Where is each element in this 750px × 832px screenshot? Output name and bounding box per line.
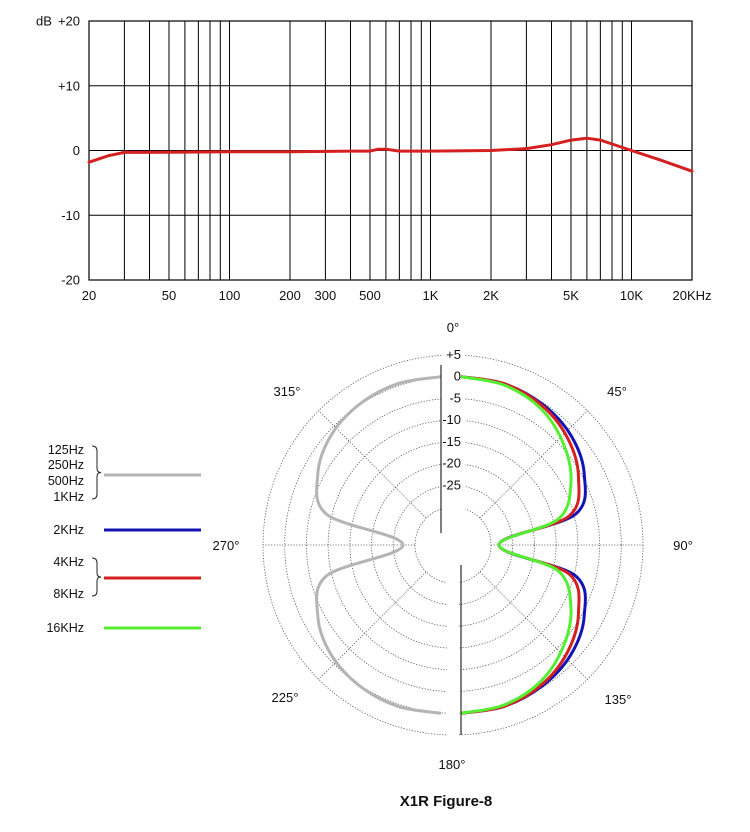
polar-spoke	[479, 410, 588, 519]
y-tick-label: 0	[73, 143, 80, 158]
angle-label: 180°	[439, 757, 466, 772]
r-tick-label: +5	[446, 347, 461, 362]
legend-label: 8KHz	[53, 587, 84, 601]
legend-label: 500Hz	[48, 474, 84, 488]
polar-curve	[460, 375, 573, 715]
frequency-response-chart: +20 +10 0 -10 -20 dB 20 50 100 200 300 500 1K 2K 5K 10K…	[36, 14, 712, 304]
r-tick-label: -15	[442, 434, 461, 449]
x-tick-label: 500	[359, 288, 381, 303]
chart-title: X1R Figure-8	[400, 793, 493, 810]
legend-brace	[91, 557, 102, 597]
response-curve	[87, 136, 694, 173]
plot-frame	[88, 20, 693, 281]
legend-label: 2KHz	[53, 523, 84, 537]
legend-label: 4KHz	[53, 555, 84, 569]
r-tick-label: -10	[442, 412, 461, 427]
legend-label: 250Hz	[48, 458, 84, 472]
polar-spoke	[479, 571, 588, 680]
angle-label: 0°	[447, 320, 459, 335]
y-tick-label: +10	[58, 78, 80, 93]
x-tick-label: 5K	[563, 288, 579, 303]
angle-label: 270°	[213, 538, 240, 553]
legend-label: 125Hz	[48, 443, 84, 457]
angle-label: 135°	[605, 692, 632, 707]
polar-spoke	[318, 571, 427, 680]
x-tick-label: 100	[219, 288, 241, 303]
x-tick-label: 50	[162, 288, 176, 303]
r-tick-label: -25	[442, 477, 461, 492]
y-axis-label: dB	[36, 14, 52, 29]
r-tick-label: 0	[454, 369, 461, 384]
angle-label: 315°	[274, 384, 301, 399]
r-tick-label: -20	[442, 456, 461, 471]
polar-ring	[371, 463, 535, 627]
x-tick-label: 10K	[620, 288, 643, 303]
angle-label: 225°	[272, 690, 299, 705]
legend-label: 16KHz	[46, 621, 84, 635]
x-tick-label: 2K	[483, 288, 499, 303]
legend-brace	[91, 445, 102, 500]
x-tick-label: 200	[279, 288, 301, 303]
legend-label: 1KHz	[53, 490, 84, 504]
polar-spoke	[318, 410, 427, 519]
axis-gap-bottom	[447, 569, 459, 739]
y-tick-label: +20	[58, 14, 80, 29]
r-tick-label: -5	[449, 390, 461, 405]
angle-label: 90°	[673, 538, 693, 553]
axis-gap-top	[441, 353, 465, 519]
y-tick-label: -10	[61, 208, 80, 223]
x-tick-label: 20	[82, 288, 96, 303]
x-tick-label: 300	[315, 288, 337, 303]
polar-curve-low-freq	[315, 375, 442, 715]
x-tick-label: 1K	[423, 288, 439, 303]
polar-pattern-chart: +5 0 -5 -10 -15 -20 -25 0° 45° 90° 135° 180° 225° 270…	[213, 320, 693, 772]
angle-label: 45°	[607, 384, 627, 399]
y-tick-label: -20	[61, 273, 80, 288]
x-tick-label: 20KHz	[672, 288, 711, 303]
